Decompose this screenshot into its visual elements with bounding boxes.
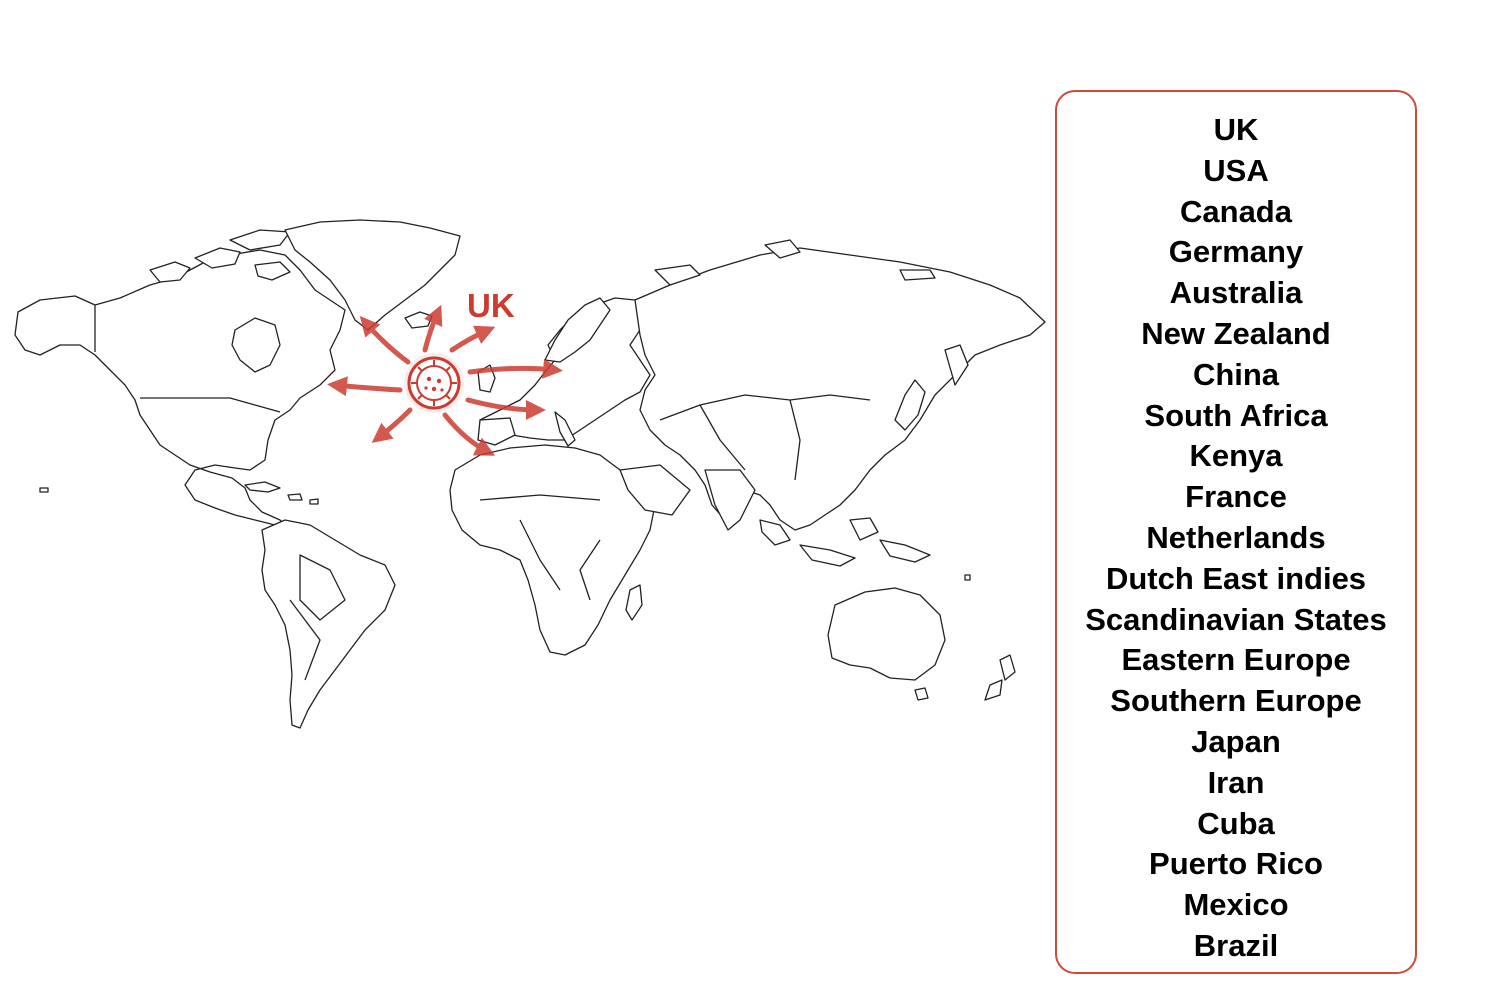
list-item: Germany [1168,234,1304,270]
list-item: Dutch East indies [1105,560,1367,596]
country-list-box: UK USA Canada Germany Australia New Zeal… [1055,90,1417,974]
arrow-to-usa [327,376,403,397]
list-item: Southern Europe [1110,683,1362,719]
arrow-to-scandinavia [449,325,496,353]
north-america-shape [14,249,346,531]
iceland-shape [404,311,433,329]
canada-us-border [140,397,281,413]
country-list: UK USA Canada Germany Australia New Zeal… [1057,110,1415,967]
africa-shape [449,444,656,656]
world-map-outline [14,219,1046,729]
japan-shape [894,379,926,431]
origin-label: UK [467,287,515,324]
list-item: Eastern Europe [1121,642,1351,678]
list-item: France [1185,479,1287,515]
arrow-to-europe [465,397,546,420]
list-item: Netherlands [1146,519,1326,555]
arrow-to-africa [442,412,496,456]
list-item: Cuba [1197,805,1275,841]
list-item: Scandinavian States [1085,601,1387,637]
list-item: South Africa [1144,397,1328,433]
south-america-shape [261,519,396,729]
list-item: China [1192,356,1280,392]
list-item: New Zealand [1141,315,1331,351]
new-zealand-shape [999,654,1016,681]
scandinavia-shape [544,297,611,363]
list-item: Japan [1191,723,1281,759]
virus-icon [404,353,464,413]
arrow-to-canada [359,315,411,365]
australia-shape [827,587,946,681]
asia-shape [634,247,1046,531]
arrow-to-iceland [422,304,443,353]
list-item: Kenya [1189,438,1283,474]
arrow-to-south-america [371,407,413,443]
spread-arrows [327,304,563,456]
list-item: UK [1213,112,1259,147]
list-item: Mexico [1183,887,1289,923]
world-map: UK [14,219,1046,729]
list-item: Australia [1169,275,1303,311]
madagascar-shape [625,584,643,621]
list-item: Brazil [1193,927,1279,963]
list-item: Iran [1207,764,1265,800]
list-item: USA [1203,152,1269,188]
greenland-shape [284,219,461,331]
list-item: Puerto Rico [1149,846,1323,882]
arrow-to-eastern-europe [467,358,563,379]
list-item: Canada [1180,193,1292,229]
hudson-bay [231,317,281,373]
